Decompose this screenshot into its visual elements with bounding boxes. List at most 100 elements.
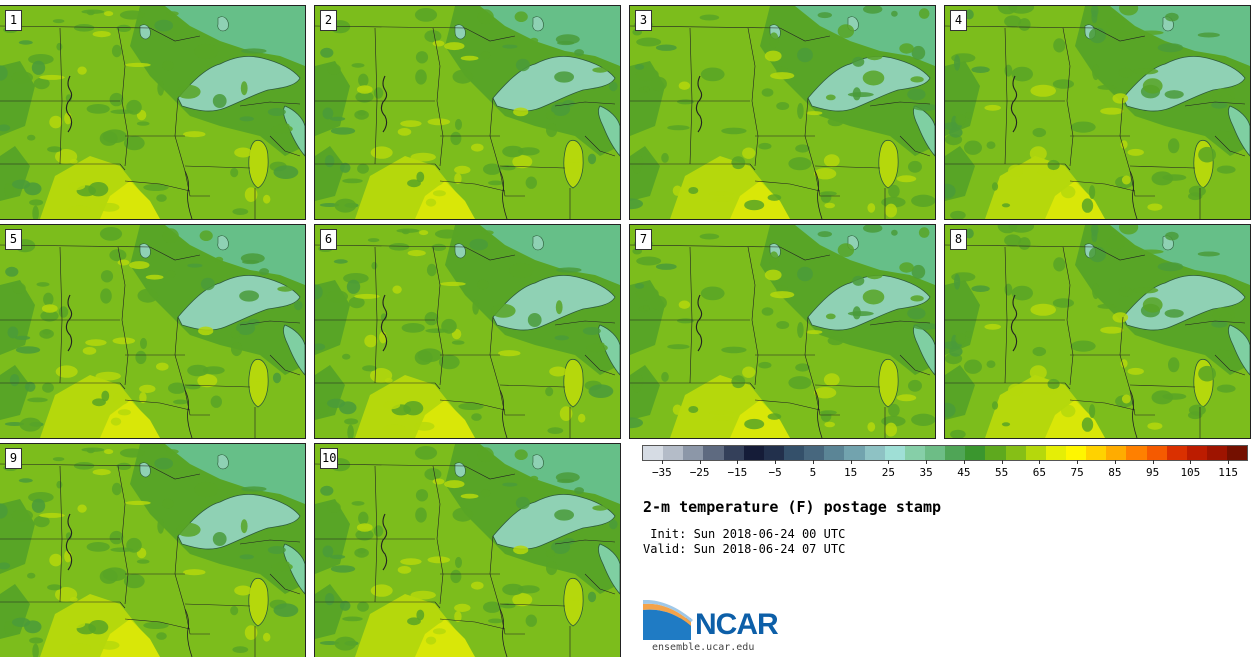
temperature-speckle [1100,107,1124,115]
temperature-speckle [885,422,897,437]
temperature-speckle [1119,6,1139,16]
temperature-speckle [373,87,384,99]
member-number-label: 9 [5,448,22,469]
temperature-speckle [162,228,179,244]
temperature-speckle [891,10,898,17]
state-boundary [124,399,191,411]
temperature-speckle [731,375,746,389]
temperature-speckle [643,305,650,311]
temperature-speckle [47,146,62,153]
temperature-speckle [862,70,885,86]
temperature-speckle [324,593,335,606]
temperature-speckle [272,372,282,384]
temperature-speckle [667,125,690,131]
temperature-speckle [199,230,213,241]
temperature-speckle [424,468,442,481]
temperature-speckle [373,525,384,537]
temperature-speckle [282,123,290,128]
temperature-speckle [58,306,69,318]
red-river [1010,75,1018,133]
temperature-speckle [214,256,224,263]
temperature-speckle [427,611,445,624]
temperature-speckle [202,366,225,375]
temperature-speckle [343,273,369,284]
temperature-map [630,225,935,438]
temperature-speckle [39,74,65,80]
state-boundary [747,27,759,167]
temperature-speckle [1210,130,1233,140]
temperature-speckle [797,103,804,119]
coolest-region [165,6,305,66]
colorbar-swatch [864,446,885,460]
temperature-speckle [910,76,924,83]
temperature-speckle [1008,225,1035,233]
temperature-speckle [758,142,772,150]
temperature-speckle [950,429,966,438]
temperature-speckle [1018,18,1031,31]
temperature-speckle [483,601,502,613]
temperature-speckle [125,500,151,505]
temperature-speckle [764,50,782,62]
temperature-speckle [234,147,253,158]
temperature-speckle [911,194,935,207]
temperature-speckle [400,558,422,565]
temperature-speckle [29,199,44,206]
temperature-speckle [273,165,299,179]
colorbar-swatch [1086,446,1107,460]
temperature-speckle [277,286,294,292]
temperature-speckle [744,199,765,211]
temperature-speckle [1004,64,1013,77]
temperature-speckle [555,34,580,45]
temperature-speckle [15,335,31,340]
temperature-speckle [636,37,662,47]
lake-of-the-woods [139,462,151,478]
temperature-speckle [370,584,393,597]
temperature-speckle [1120,359,1128,368]
temperature-speckle [776,102,790,110]
temperature-speckle [157,518,165,534]
temperature-speckle [949,127,963,138]
temperature-speckle [661,371,669,382]
temperature-speckle [322,107,334,120]
temperature-speckle [678,81,691,90]
state-boundary [754,399,821,411]
lake-michigan [878,358,899,408]
temperature-speckle [513,545,529,555]
temperature-speckle [109,249,127,262]
state-boundary [584,573,616,595]
temperature-speckle [964,111,973,119]
warm-core [415,181,475,219]
temperature-speckle [382,424,407,434]
temperature-speckle [156,362,169,371]
temperature-speckle [514,449,528,460]
temperature-speckle [444,480,465,489]
temperature-speckle [554,335,569,341]
temperature-speckle [574,487,584,495]
temperature-speckle [67,643,92,653]
mississippi-river [499,608,508,657]
temperature-speckle [1157,262,1184,272]
temperature-speckle [419,230,429,236]
colorbar-tick-mark [1001,460,1003,464]
ensemble-member-panel: 2 [314,5,621,220]
colorbar-swatch [965,446,986,460]
temperature-speckle [1212,307,1236,323]
temperature-speckle [32,643,39,657]
colorbar-tick-label: 65 [1032,466,1046,479]
temperature-speckle [1029,365,1047,380]
temperature-speckle [688,406,699,413]
temperature-speckle [964,9,974,20]
ensemble-url: ensemble.ucar.edu [652,642,755,653]
ncar-logo: NCAR [643,600,803,644]
temperature-speckle [156,632,167,640]
colorbar-tick-label: 5 [809,466,817,479]
state-boundary [439,618,506,630]
temperature-speckle [545,111,555,120]
colorbar-tick-label: 95 [1146,466,1160,479]
temperature-speckle [77,66,87,75]
temperature-speckle [230,167,239,178]
coolest-region [165,225,305,285]
temperature-speckle [515,58,530,72]
temperature-speckle [31,498,46,513]
state-boundary [584,135,616,157]
